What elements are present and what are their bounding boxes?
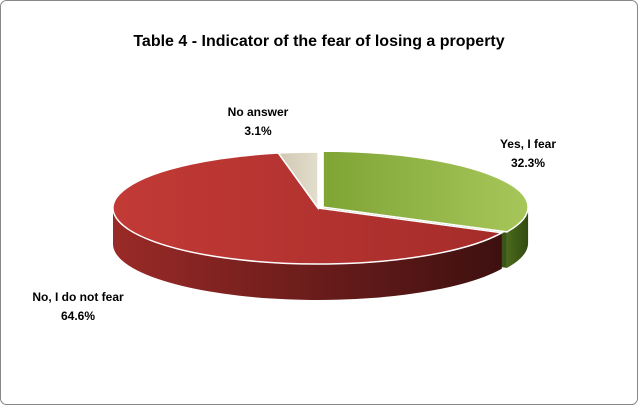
slice-label: Yes, I fear bbox=[500, 137, 556, 151]
chart-title: Table 4 - Indicator of the fear of losin… bbox=[133, 33, 504, 50]
slice bbox=[276, 151, 319, 211]
slice-value-label: 32.3% bbox=[511, 156, 545, 170]
slice-side bbox=[506, 207, 529, 268]
slice-value-label: 64.6% bbox=[61, 309, 95, 323]
slice-label: No, I do not fear bbox=[32, 290, 124, 304]
slice bbox=[112, 152, 505, 265]
slice-value-label: 3.1% bbox=[244, 124, 272, 138]
slice-side bbox=[113, 208, 502, 301]
slice bbox=[322, 150, 529, 233]
slice-label: No answer bbox=[228, 105, 289, 119]
